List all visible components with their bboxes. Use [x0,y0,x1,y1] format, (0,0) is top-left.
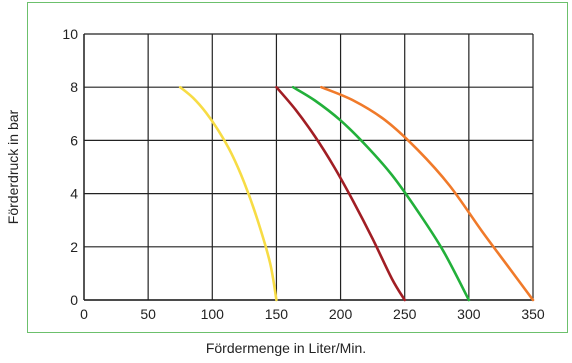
x-tick-label: 50 [140,306,156,322]
series-line-4 [320,85,535,302]
y-tick-label: 8 [70,79,78,95]
x-tick-label: 350 [521,306,545,322]
y-tick-label: 0 [70,292,78,308]
x-tick-label: 200 [329,306,353,322]
series-line-1 [178,85,278,302]
series-line-2 [275,85,407,302]
x-tick-label: 250 [393,306,417,322]
x-tick-label: 100 [201,306,225,322]
x-tick-label: 150 [265,306,289,322]
y-tick-label: 4 [70,186,78,202]
y-tick-label: 6 [70,132,78,148]
y-tick-label: 10 [62,26,78,42]
y-tick-label: 2 [70,239,78,255]
plot-area [84,34,533,300]
x-tick-label: 0 [80,306,88,322]
x-tick-label: 300 [457,306,481,322]
y-axis-label: Förderdruck in bar [5,109,21,225]
series-line-3 [291,85,471,302]
x-axis-label: Fördermenge in Liter/Min. [205,340,367,356]
